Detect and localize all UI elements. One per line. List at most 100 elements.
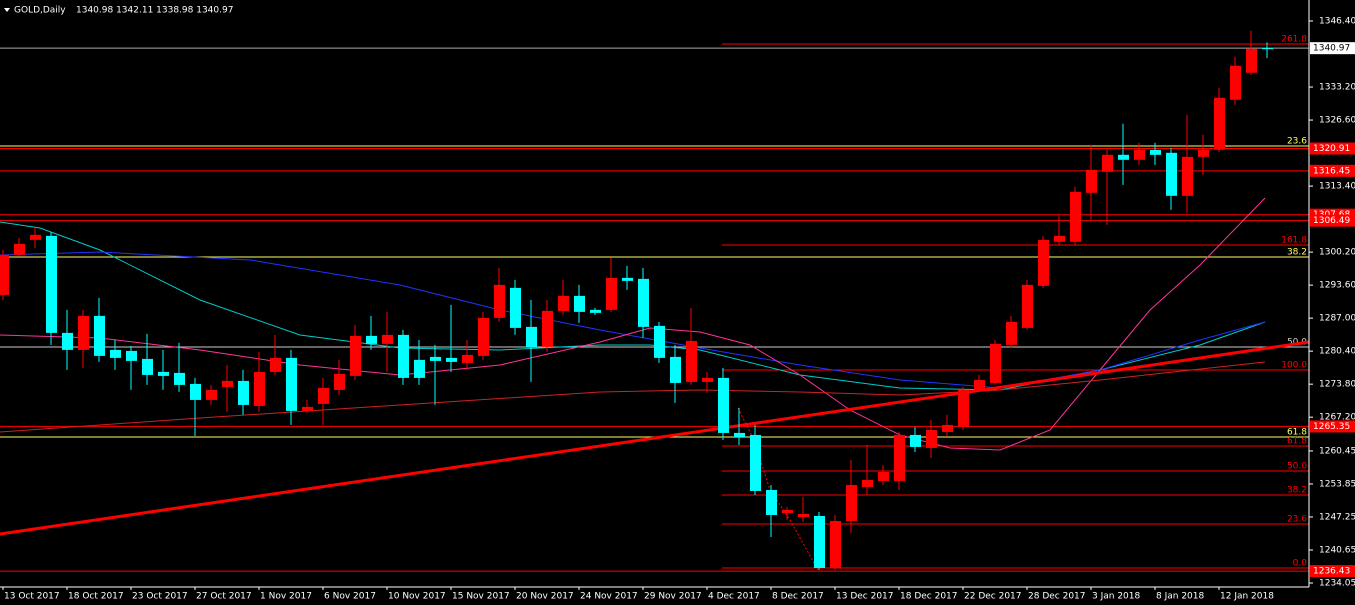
candle-body [1182, 156, 1193, 196]
fib-label: 0.0 [1293, 559, 1308, 569]
candle-body [1246, 48, 1257, 73]
candle-body [206, 389, 217, 400]
candle-body [494, 284, 505, 318]
candle-body [814, 515, 825, 568]
candle-body [142, 358, 153, 375]
x-tick-label: 4 Dec 2017 [708, 592, 760, 602]
candle-body [958, 389, 969, 427]
candle-body [526, 326, 537, 347]
x-tick-label: 12 Jan 2018 [1220, 592, 1274, 602]
candle-body [974, 379, 985, 391]
level-label: 1316.45 [1313, 166, 1350, 176]
y-tick-label: 1313.40 [1319, 182, 1355, 192]
y-tick-label: 1293.60 [1319, 281, 1355, 291]
candle-body [1070, 191, 1081, 242]
candle-body [574, 295, 585, 312]
candle-body [190, 383, 201, 400]
candle-body [446, 357, 457, 362]
y-tick-label: 1280.40 [1319, 347, 1355, 357]
y-tick-label: 1326.60 [1319, 116, 1355, 126]
candle-body [926, 429, 937, 448]
x-tick-label: 18 Dec 2017 [900, 592, 958, 602]
candle-body [254, 371, 265, 406]
candle-body [1150, 149, 1161, 155]
chart-title: GOLD,Daily [14, 6, 66, 16]
moving-average [0, 361, 1266, 433]
fib-label: 23.6 [1287, 515, 1307, 525]
candle-body [942, 424, 953, 432]
candle-body [1006, 321, 1017, 345]
candle-body [1022, 284, 1033, 328]
candle-body [542, 310, 553, 347]
candle-body [830, 520, 841, 568]
y-tick-label: 1300.20 [1319, 248, 1355, 258]
candle-body [382, 334, 393, 344]
candle-body [702, 377, 713, 382]
candle-body [462, 354, 473, 363]
fib-label: 38.2 [1287, 486, 1307, 496]
x-tick-label: 18 Oct 2017 [68, 592, 124, 602]
candle-body [110, 349, 121, 358]
x-tick-label: 23 Oct 2017 [132, 592, 188, 602]
candle-body [126, 350, 137, 361]
y-tick-label: 1273.80 [1319, 380, 1355, 390]
current-price-label: 1340.97 [1313, 44, 1350, 54]
price-axis [1309, 0, 1355, 605]
candle-body [1214, 97, 1225, 150]
fib-label: 61.8 [1287, 428, 1307, 438]
candle-body [846, 484, 857, 521]
fib-label: 61.8 [1287, 437, 1307, 447]
candle-body [366, 335, 377, 344]
candle-body [398, 334, 409, 378]
level-label: 1320.91 [1313, 144, 1350, 154]
candle-body [414, 359, 425, 378]
y-tick-label: 1253.85 [1319, 479, 1355, 489]
ohlc-header: 1340.98 1342.11 1338.98 1340.97 [76, 6, 233, 16]
level-label: 1265.35 [1313, 422, 1350, 432]
candle-body [878, 471, 889, 481]
candle-body [766, 489, 777, 515]
x-tick-label: 20 Nov 2017 [516, 592, 574, 602]
candle-body [686, 340, 697, 382]
level-label-box [1310, 214, 1355, 227]
candle-body [270, 357, 281, 372]
level-label-box [1310, 565, 1355, 578]
candle-body [430, 356, 441, 361]
x-tick-label: 24 Nov 2017 [580, 592, 638, 602]
candle-body [510, 287, 521, 328]
x-tick-label: 10 Nov 2017 [388, 592, 446, 602]
candle-body [782, 509, 793, 513]
x-tick-label: 13 Dec 2017 [836, 592, 894, 602]
candle-body [30, 234, 41, 240]
candle-body [622, 277, 633, 281]
candle-body [910, 434, 921, 447]
candle-body [78, 315, 89, 350]
candle-body [1118, 154, 1129, 160]
y-tick-label: 1234.05 [1319, 578, 1355, 588]
candle-body [990, 343, 1001, 383]
candle-body [0, 254, 9, 295]
x-tick-label: 8 Jan 2018 [1156, 592, 1204, 602]
level-label: 1236.43 [1313, 567, 1350, 577]
candle-body [862, 479, 873, 487]
fib-label: 50.0 [1287, 462, 1307, 472]
trend-line [0, 340, 1310, 536]
candle-body [750, 434, 761, 491]
fib-label: 23.6 [1287, 137, 1307, 147]
x-tick-label: 29 Nov 2017 [644, 592, 702, 602]
candle-body [1086, 169, 1097, 193]
candle-body [558, 295, 569, 311]
level-label: 1306.49 [1313, 216, 1350, 226]
candle-body [798, 513, 809, 517]
candle-body [94, 315, 105, 356]
x-tick-label: 28 Dec 2017 [1028, 592, 1086, 602]
y-tick-label: 1333.20 [1319, 83, 1355, 93]
candle-body [222, 380, 233, 387]
candle-body [654, 325, 665, 358]
y-tick-label: 1267.20 [1319, 413, 1355, 423]
candle-body [286, 357, 297, 411]
candle-body [238, 380, 249, 405]
y-tick-label: 1240.65 [1319, 545, 1355, 555]
menu-arrow [4, 8, 10, 12]
